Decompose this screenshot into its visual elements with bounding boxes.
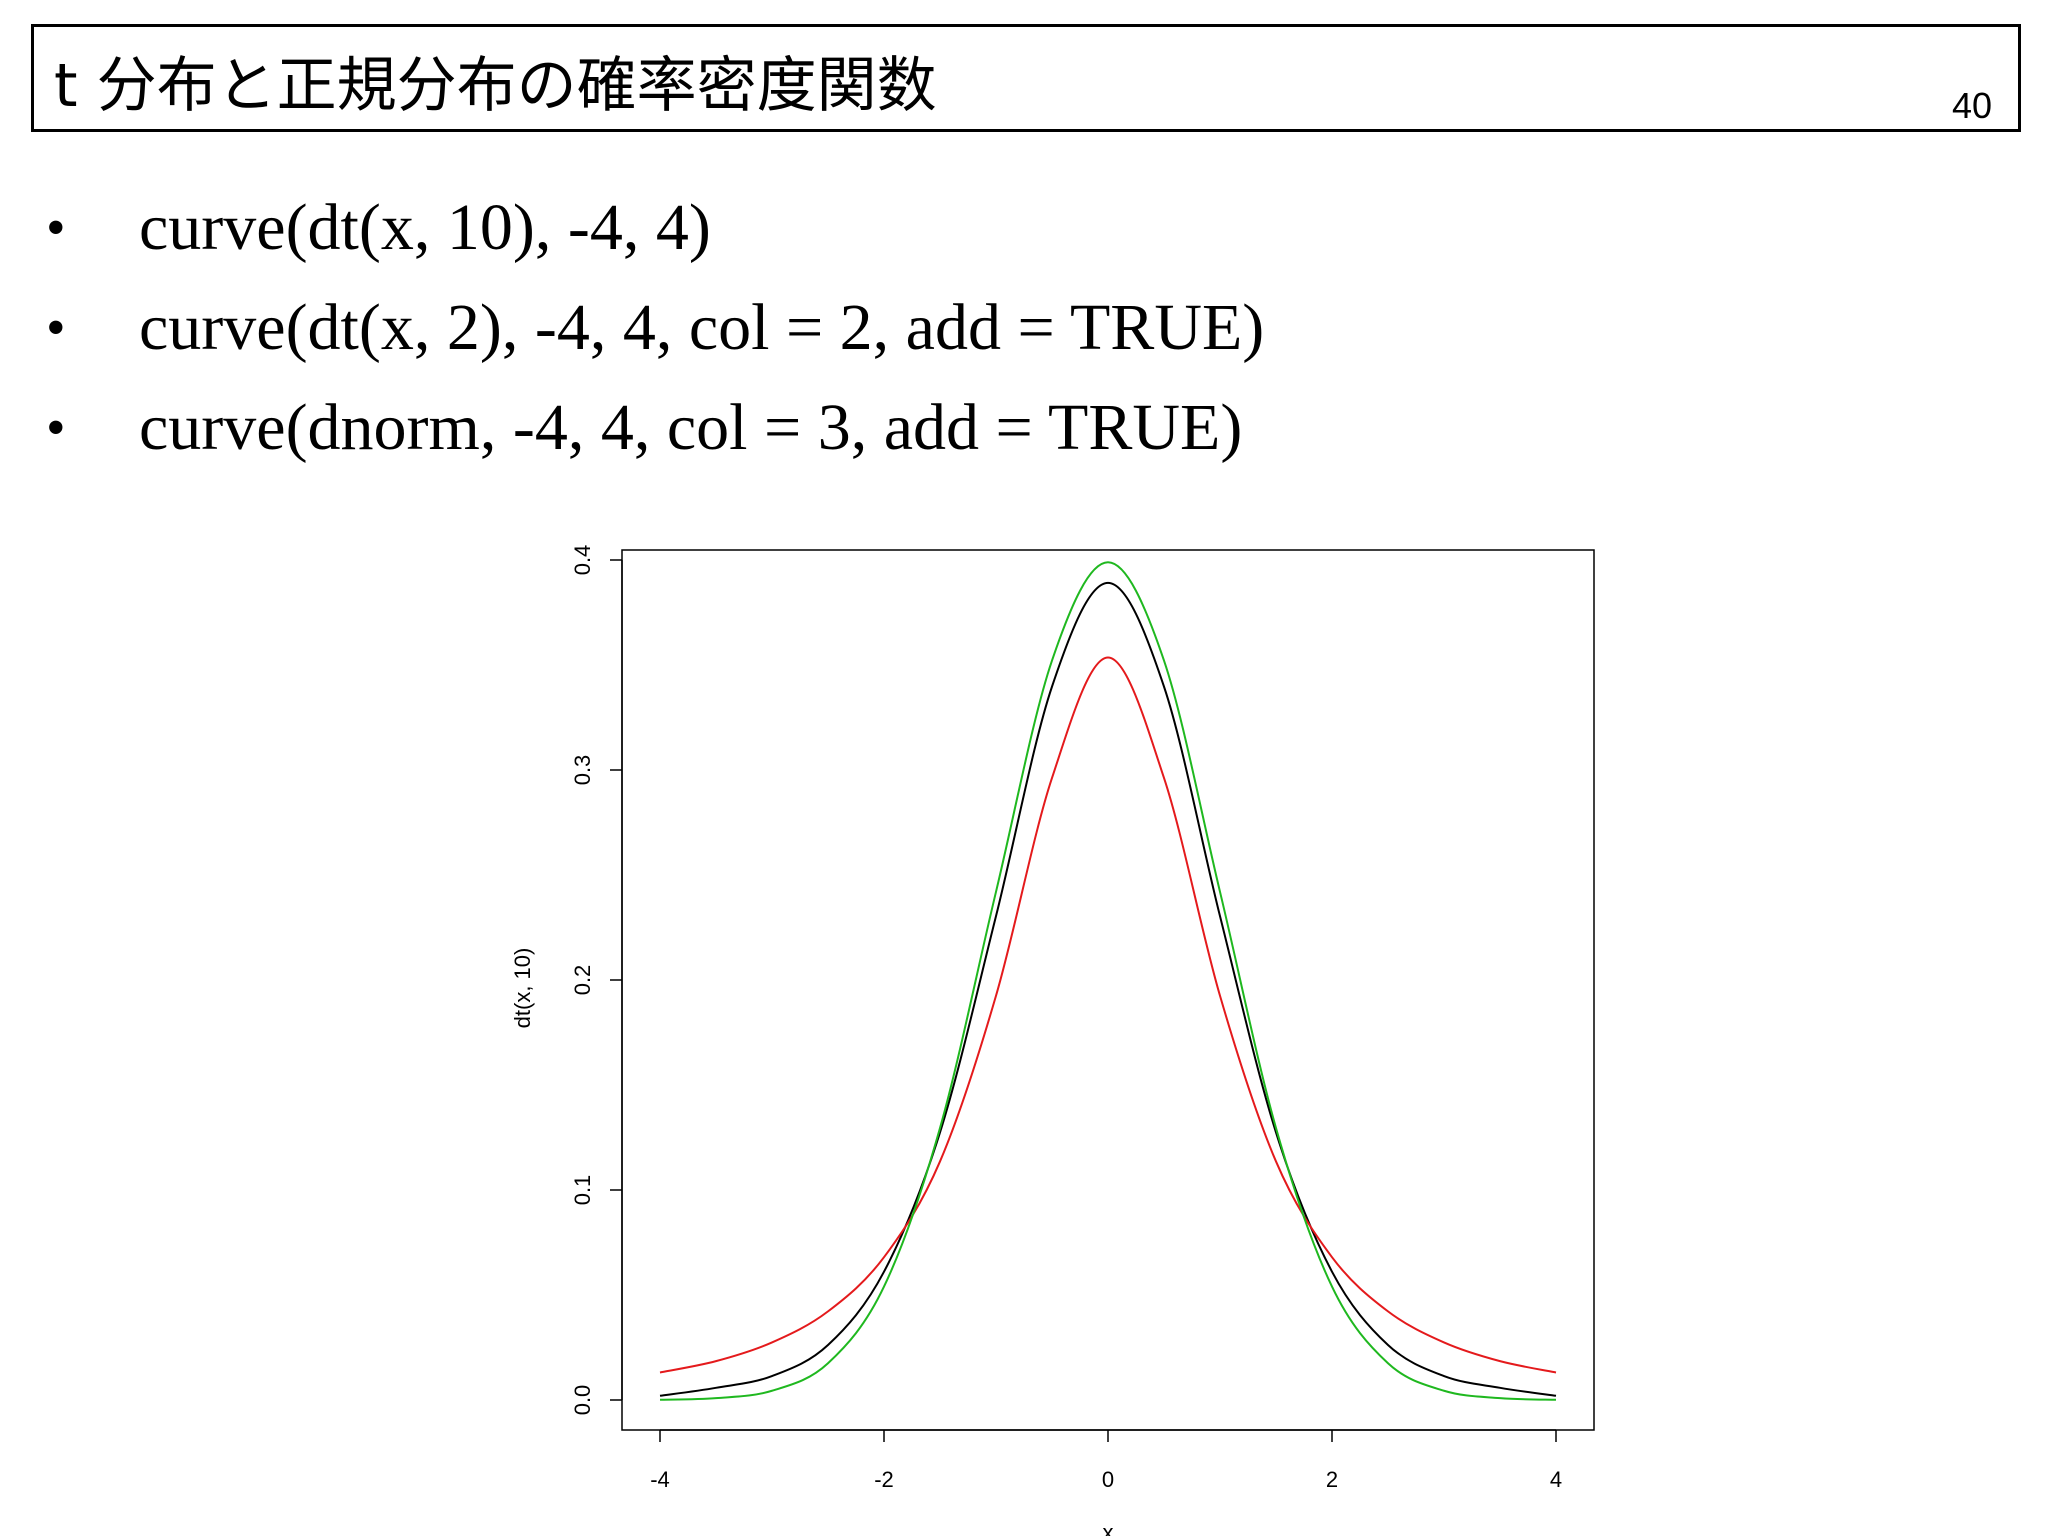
slide-title: t 分布と正規分布の確率密度関数 bbox=[54, 51, 937, 121]
series-line-2 bbox=[659, 561, 1557, 1401]
x-axis-title: x bbox=[1103, 1520, 1114, 1536]
y-axis-title: dt(x, 10) bbox=[510, 948, 535, 1029]
y-tick-label: 0.1 bbox=[570, 1175, 595, 1206]
plot-frame bbox=[621, 549, 1595, 1431]
x-tick-label: 2 bbox=[1326, 1467, 1338, 1492]
curve-group bbox=[659, 561, 1557, 1401]
bullet-marker: • bbox=[46, 397, 66, 459]
series-line-0 bbox=[659, 581, 1557, 1397]
y-tick-label: 0.4 bbox=[570, 545, 595, 576]
x-tick-label: -4 bbox=[650, 1467, 670, 1492]
x-tick-label: 4 bbox=[1550, 1467, 1562, 1492]
bullet-code-text: curve(dnorm, -4, 4, col = 3, add = TRUE) bbox=[139, 391, 1243, 464]
x-tick-label: 0 bbox=[1102, 1467, 1114, 1492]
slide-title-box: t 分布と正規分布の確率密度関数 40 bbox=[31, 24, 2021, 132]
bullet-code-text: curve(dt(x, 10), -4, 4) bbox=[139, 191, 711, 264]
series-line-1 bbox=[659, 656, 1557, 1374]
y-tick-label: 0.2 bbox=[570, 965, 595, 996]
page-number: 40 bbox=[1951, 85, 1992, 126]
bullet-code-text: curve(dt(x, 2), -4, 4, col = 2, add = TR… bbox=[139, 291, 1265, 364]
y-axis: 0.0 0.1 0.2 0.3 0.4 bbox=[570, 545, 623, 1416]
x-tick-label: -2 bbox=[874, 1467, 894, 1492]
bullet-marker: • bbox=[46, 197, 66, 259]
bullet-marker: • bbox=[46, 297, 66, 359]
x-axis: -4 -2 0 2 4 bbox=[650, 1429, 1562, 1492]
y-tick-label: 0.3 bbox=[570, 755, 595, 786]
y-tick-label: 0.0 bbox=[570, 1385, 595, 1416]
